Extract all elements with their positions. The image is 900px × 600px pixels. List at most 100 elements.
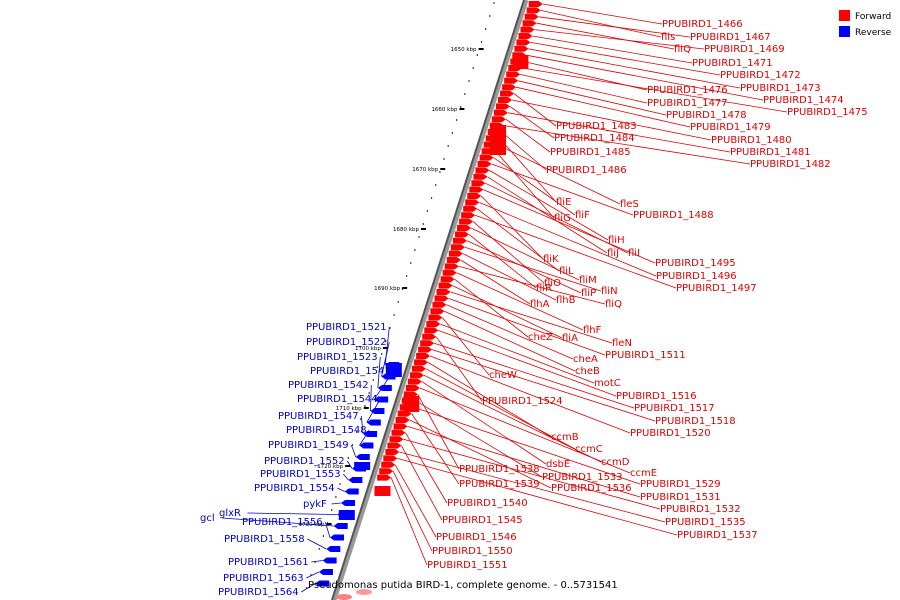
forward-gene-label[interactable]: fliQ	[605, 299, 622, 310]
forward-gene-label[interactable]: fliH	[608, 235, 625, 246]
forward-gene-glyph[interactable]	[424, 327, 439, 334]
forward-gene-label[interactable]: PPUBIRD1_1529	[640, 479, 721, 490]
forward-gene-label[interactable]: PPUBIRD1_1483	[556, 121, 637, 132]
reverse-gene-glyph[interactable]	[341, 500, 356, 506]
reverse-gene-glyph[interactable]	[333, 523, 348, 529]
reverse-gene-glyph[interactable]	[348, 477, 363, 483]
forward-gene-glyph[interactable]	[407, 378, 422, 385]
reverse-gene-block[interactable]	[385, 363, 402, 377]
forward-gene-label[interactable]: cheB	[575, 366, 600, 377]
forward-gene-label[interactable]: PPUBIRD1_1495	[655, 258, 736, 269]
forward-gene-glyph[interactable]	[383, 455, 398, 462]
forward-gene-glyph[interactable]	[418, 346, 433, 353]
forward-gene-label[interactable]: PPUBIRD1_1477	[647, 98, 728, 109]
forward-gene-glyph[interactable]	[491, 116, 506, 123]
forward-gene-label[interactable]: fliN	[601, 286, 618, 297]
forward-gene-label[interactable]: PPUBIRD1_1476	[647, 85, 728, 96]
forward-gene-label[interactable]: cheA	[573, 354, 598, 365]
forward-gene-glyph[interactable]	[475, 167, 490, 174]
forward-gene-label[interactable]: PPUBIRD1_1531	[640, 492, 721, 503]
forward-gene-label[interactable]: PPUBIRD1_1478	[666, 110, 747, 121]
reverse-gene-glyph[interactable]	[370, 408, 385, 414]
forward-gene-glyph[interactable]	[403, 391, 418, 398]
forward-gene-glyph[interactable]	[514, 45, 529, 52]
reverse-gene-glyph[interactable]	[359, 442, 374, 449]
forward-gene-glyph[interactable]	[387, 442, 402, 449]
forward-gene-glyph[interactable]	[442, 269, 457, 276]
forward-gene-label[interactable]: fliK	[543, 254, 559, 265]
forward-gene-label[interactable]: ccmE	[630, 468, 657, 479]
forward-gene-glyph[interactable]	[336, 594, 352, 600]
forward-gene-label[interactable]: PPUBIRD1_1472	[720, 70, 801, 81]
forward-gene-glyph[interactable]	[430, 308, 445, 315]
forward-gene-glyph[interactable]	[465, 199, 480, 206]
forward-gene-glyph[interactable]	[463, 205, 478, 212]
forward-gene-glyph[interactable]	[502, 84, 517, 91]
reverse-gene-label[interactable]: PPUBIRD1_1554	[254, 483, 335, 494]
forward-gene-glyph[interactable]	[526, 7, 541, 14]
forward-gene-glyph[interactable]	[422, 333, 437, 340]
forward-gene-glyph[interactable]	[459, 218, 474, 225]
forward-gene-label[interactable]: PPUBIRD1_1469	[704, 44, 785, 55]
forward-gene-label[interactable]: PPUBIRD1_1520	[630, 428, 711, 439]
forward-gene-glyph[interactable]	[409, 372, 424, 379]
forward-gene-label[interactable]: motC	[594, 378, 621, 389]
forward-gene-label[interactable]: fliO	[544, 278, 561, 289]
forward-gene-glyph[interactable]	[506, 71, 521, 78]
forward-gene-label[interactable]: flhB	[556, 295, 576, 306]
forward-gene-glyph[interactable]	[426, 321, 441, 327]
forward-gene-glyph[interactable]	[448, 250, 463, 257]
forward-gene-label[interactable]: PPUBIRD1_1536	[551, 483, 632, 494]
forward-gene-glyph[interactable]	[428, 314, 443, 321]
reverse-gene-label[interactable]: PPUBIRD1_1521	[306, 322, 387, 333]
forward-gene-glyph[interactable]	[420, 340, 435, 347]
forward-gene-label[interactable]: PPUBIRD1_1479	[690, 122, 771, 133]
forward-gene-label[interactable]: PPUBIRD1_1540	[447, 498, 528, 509]
reverse-gene-label[interactable]: PPUBIRD1_1541	[310, 366, 391, 377]
forward-gene-glyph[interactable]	[524, 13, 539, 20]
forward-gene-label[interactable]: PPUBIRD1_1537	[677, 530, 758, 541]
forward-gene-glyph[interactable]	[438, 282, 453, 289]
forward-gene-label[interactable]: ccmC	[575, 444, 603, 455]
forward-gene-label[interactable]: PPUBIRD1_1467	[690, 32, 771, 43]
forward-gene-glyph[interactable]	[444, 263, 459, 270]
reverse-gene-block[interactable]	[354, 462, 371, 470]
forward-gene-block[interactable]	[512, 55, 529, 69]
forward-gene-label[interactable]: fliG	[554, 213, 571, 224]
forward-gene-glyph[interactable]	[411, 365, 426, 372]
forward-gene-label[interactable]: cheW	[489, 370, 517, 381]
forward-gene-label[interactable]: PPUBIRD1_1518	[655, 416, 736, 427]
forward-gene-label[interactable]: PPUBIRD1_1539	[459, 479, 540, 490]
forward-gene-label[interactable]: fliP	[581, 288, 596, 299]
forward-gene-glyph[interactable]	[457, 225, 472, 231]
forward-gene-label[interactable]: PPUBIRD1_1488	[633, 210, 714, 221]
forward-gene-glyph[interactable]	[516, 39, 531, 46]
forward-gene-label[interactable]: PPUBIRD1_1524	[482, 396, 563, 407]
reverse-gene-label[interactable]: glxR	[219, 508, 241, 519]
forward-gene-label[interactable]: PPUBIRD1_1517	[634, 403, 715, 414]
forward-gene-label[interactable]: PPUBIRD1_1496	[656, 271, 737, 282]
forward-gene-glyph[interactable]	[356, 589, 372, 595]
forward-gene-glyph[interactable]	[440, 276, 455, 283]
forward-gene-glyph[interactable]	[397, 410, 412, 417]
reverse-gene-label[interactable]: PPUBIRD1_1564	[218, 587, 299, 598]
reverse-gene-label[interactable]: gcl	[200, 513, 215, 524]
forward-gene-glyph[interactable]	[446, 257, 461, 263]
forward-gene-glyph[interactable]	[414, 359, 429, 366]
forward-gene-label[interactable]: PPUBIRD1_1480	[711, 135, 792, 146]
reverse-gene-glyph[interactable]	[363, 431, 378, 437]
forward-gene-label[interactable]: PPUBIRD1_1475	[787, 107, 868, 118]
reverse-gene-label[interactable]: PPUBIRD1_1549	[268, 440, 349, 451]
forward-gene-label[interactable]: fleN	[612, 338, 632, 349]
forward-gene-glyph[interactable]	[471, 180, 486, 187]
reverse-gene-label[interactable]: PPUBIRD1_1522	[306, 337, 387, 348]
forward-gene-glyph[interactable]	[389, 436, 404, 443]
forward-gene-glyph[interactable]	[518, 33, 533, 39]
reverse-gene-label[interactable]: PPUBIRD1_1558	[224, 534, 305, 545]
forward-gene-label[interactable]: PPUBIRD1_1466	[662, 19, 743, 30]
reverse-gene-glyph[interactable]	[322, 557, 337, 564]
forward-gene-label[interactable]: PPUBIRD1_1486	[546, 165, 627, 176]
forward-gene-label[interactable]: fliQ	[674, 44, 691, 55]
forward-gene-glyph[interactable]	[467, 193, 482, 199]
reverse-gene-glyph[interactable]	[344, 488, 359, 495]
